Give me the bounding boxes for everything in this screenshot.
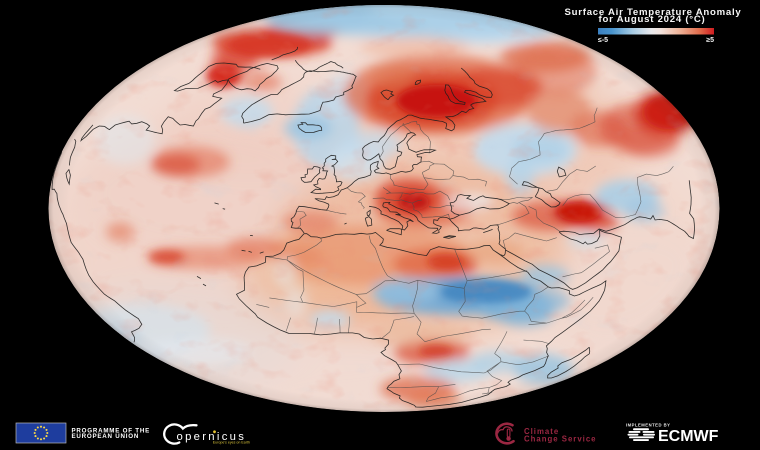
svg-text:≤-5: ≤-5 (598, 37, 608, 44)
svg-text:for August 2024 (°C): for August 2024 (°C) (599, 14, 706, 25)
svg-text:IMPLEMENTED BY: IMPLEMENTED BY (626, 423, 670, 428)
svg-text:Surface Air Temperature Anomal: Surface Air Temperature Anomaly (565, 7, 742, 18)
svg-text:Change Service: Change Service (524, 435, 597, 444)
svg-text:PROGRAMME OF THE: PROGRAMME OF THE (72, 428, 150, 435)
svg-text:Europe's eyes on Earth: Europe's eyes on Earth (213, 441, 250, 445)
svg-text:≥5: ≥5 (706, 37, 714, 44)
svg-text:Climate: Climate (524, 427, 559, 436)
svg-text:opernicus: opernicus (177, 431, 247, 443)
svg-text:ECMWF: ECMWF (658, 428, 719, 445)
svg-text:EUROPEAN UNION: EUROPEAN UNION (72, 433, 140, 440)
